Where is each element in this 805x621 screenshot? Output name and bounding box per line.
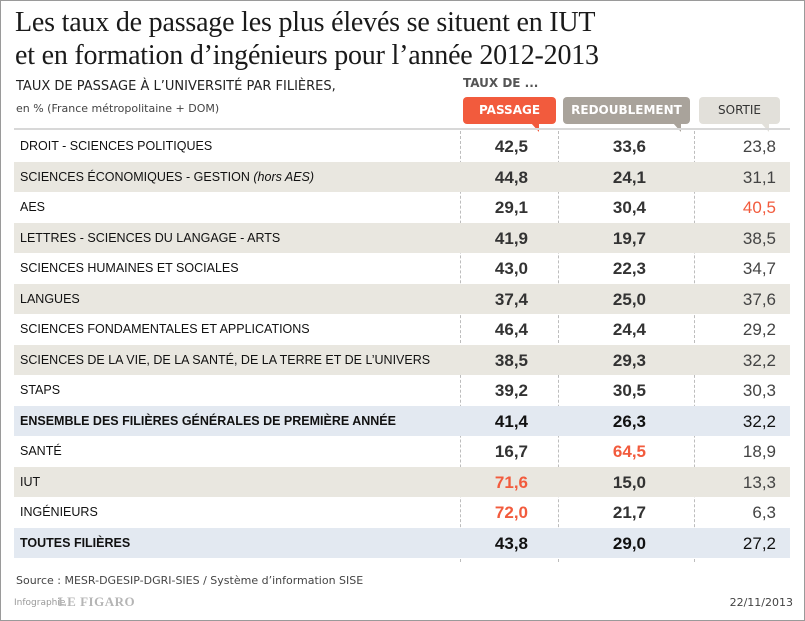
value-passage: 29,1	[460, 192, 528, 222]
value-sortie: 32,2	[714, 406, 776, 436]
value-redoublement: 29,3	[578, 345, 646, 375]
value-redoublement: 25,0	[578, 284, 646, 314]
value-passage: 37,4	[460, 284, 528, 314]
row-label: INGÉNIEURS	[20, 497, 98, 527]
source-note: Source : MESR-DGESIP-DGRI-SIES / Système…	[16, 574, 363, 587]
value-sortie: 29,2	[714, 314, 776, 344]
column-header-passage: PASSAGE	[463, 97, 556, 124]
value-redoublement: 21,7	[578, 497, 646, 527]
value-sortie: 27,2	[714, 528, 776, 558]
row-label: SCIENCES DE LA VIE, DE LA SANTÉ, DE LA T…	[20, 345, 430, 375]
row-label: ENSEMBLE DES FILIÈRES GÉNÉRALES DE PREMI…	[20, 406, 396, 436]
row-label: SANTÉ	[20, 436, 62, 466]
table-row: SCIENCES FONDAMENTALES ET APPLICATIONS 46…	[14, 314, 790, 345]
value-redoublement: 33,6	[578, 131, 646, 161]
title-line-2: et en formation d’ingénieurs pour l’anné…	[15, 39, 599, 72]
row-label-text: SCIENCES FONDAMENTALES ET APPLICATIONS	[20, 322, 310, 336]
value-redoublement: 15,0	[578, 467, 646, 497]
row-label: SCIENCES FONDAMENTALES ET APPLICATIONS	[20, 314, 310, 344]
data-table: DROIT - SCIENCES POLITIQUES 42,5 33,6 23,8 S…	[14, 131, 790, 558]
value-passage: 42,5	[460, 131, 528, 161]
row-label-text: SCIENCES HUMAINES ET SOCIALES	[20, 261, 239, 275]
table-row: DROIT - SCIENCES POLITIQUES 42,5 33,6 23,8	[14, 131, 790, 162]
row-label-text: SCIENCES DE LA VIE, DE LA SANTÉ, DE LA T…	[20, 353, 430, 367]
value-passage: 39,2	[460, 375, 528, 405]
value-sortie: 18,9	[714, 436, 776, 466]
column-header-sortie: SORTIE	[699, 97, 780, 124]
value-sortie: 38,5	[714, 223, 776, 253]
value-redoublement: 22,3	[578, 253, 646, 283]
table-row: SCIENCES DE LA VIE, DE LA SANTÉ, DE LA T…	[14, 345, 790, 376]
table-top-rule	[14, 128, 790, 130]
value-redoublement: 19,7	[578, 223, 646, 253]
value-sortie: 37,6	[714, 284, 776, 314]
row-label-text: SCIENCES ÉCONOMIQUES - GESTION	[20, 170, 250, 184]
value-passage: 44,8	[460, 162, 528, 192]
table-row-total: TOUTES FILIÈRES 43,8 29,0 27,2	[14, 528, 790, 559]
row-label-text: DROIT - SCIENCES POLITIQUES	[20, 139, 212, 153]
value-passage: 41,4	[460, 406, 528, 436]
value-sortie: 31,1	[714, 162, 776, 192]
value-sortie: 30,3	[714, 375, 776, 405]
row-label: AES	[20, 192, 45, 222]
value-passage: 72,0	[460, 497, 528, 527]
value-sortie: 40,5	[714, 192, 776, 222]
row-label-text: ENSEMBLE DES FILIÈRES GÉNÉRALES DE PREMI…	[20, 414, 396, 428]
value-sortie: 23,8	[714, 131, 776, 161]
table-row: IUT 71,6 15,0 13,3	[14, 467, 790, 498]
value-redoublement: 24,1	[578, 162, 646, 192]
table-row: STAPS 39,2 30,5 30,3	[14, 375, 790, 406]
column-header-redoublement: REDOUBLEMENT	[563, 97, 690, 124]
value-redoublement: 24,4	[578, 314, 646, 344]
table-subtitle: TAUX DE PASSAGE À L’UNIVERSITÉ PAR FILIÈ…	[16, 79, 336, 95]
value-redoublement: 64,5	[578, 436, 646, 466]
table-row-total: ENSEMBLE DES FILIÈRES GÉNÉRALES DE PREMI…	[14, 406, 790, 437]
row-label: TOUTES FILIÈRES	[20, 528, 130, 558]
value-redoublement: 30,5	[578, 375, 646, 405]
row-label-text: STAPS	[20, 383, 60, 397]
value-passage: 43,8	[460, 528, 528, 558]
table-row: LETTRES - SCIENCES DU LANGAGE - ARTS 41,9…	[14, 223, 790, 254]
table-row: SCIENCES HUMAINES ET SOCIALES 43,0 22,3 34,…	[14, 253, 790, 284]
row-label: STAPS	[20, 375, 60, 405]
value-passage: 43,0	[460, 253, 528, 283]
row-label-note: (hors AES)	[253, 170, 314, 184]
row-label: SCIENCES ÉCONOMIQUES - GESTION (hors AES…	[20, 162, 314, 192]
value-redoublement: 26,3	[578, 406, 646, 436]
table-row: AES 29,1 30,4 40,5	[14, 192, 790, 223]
value-passage: 16,7	[460, 436, 528, 466]
table-row: INGÉNIEURS 72,0 21,7 6,3	[14, 497, 790, 528]
value-passage: 38,5	[460, 345, 528, 375]
column-group-label: TAUX DE ...	[463, 76, 538, 90]
row-label-text: LANGUES	[20, 292, 80, 306]
row-label: IUT	[20, 467, 40, 497]
value-sortie: 13,3	[714, 467, 776, 497]
value-sortie: 6,3	[714, 497, 776, 527]
row-label-text: TOUTES FILIÈRES	[20, 536, 130, 550]
value-passage: 41,9	[460, 223, 528, 253]
value-passage: 46,4	[460, 314, 528, 344]
value-passage: 71,6	[460, 467, 528, 497]
value-sortie: 34,7	[714, 253, 776, 283]
table-row: SANTÉ 16,7 64,5 18,9	[14, 436, 790, 467]
row-label: DROIT - SCIENCES POLITIQUES	[20, 131, 212, 161]
row-label: LANGUES	[20, 284, 80, 314]
row-label: LETTRES - SCIENCES DU LANGAGE - ARTS	[20, 223, 280, 253]
row-label-text: INGÉNIEURS	[20, 505, 98, 519]
row-label-text: IUT	[20, 475, 40, 489]
chart-title: Les taux de passage les plus élevés se s…	[15, 6, 599, 72]
row-label-text: LETTRES - SCIENCES DU LANGAGE - ARTS	[20, 231, 280, 245]
value-redoublement: 30,4	[578, 192, 646, 222]
publisher-logo: LE FIGARO	[58, 594, 135, 610]
table-unit: en % (France métropolitaine + DOM)	[16, 102, 219, 115]
publication-date: 22/11/2013	[730, 596, 793, 609]
table-row: SCIENCES ÉCONOMIQUES - GESTION (hors AES…	[14, 162, 790, 193]
value-sortie: 32,2	[714, 345, 776, 375]
row-label-text: AES	[20, 200, 45, 214]
table-row: LANGUES 37,4 25,0 37,6	[14, 284, 790, 315]
row-label-text: SANTÉ	[20, 444, 62, 458]
row-label: SCIENCES HUMAINES ET SOCIALES	[20, 253, 239, 283]
value-redoublement: 29,0	[578, 528, 646, 558]
title-line-1: Les taux de passage les plus élevés se s…	[15, 6, 599, 39]
